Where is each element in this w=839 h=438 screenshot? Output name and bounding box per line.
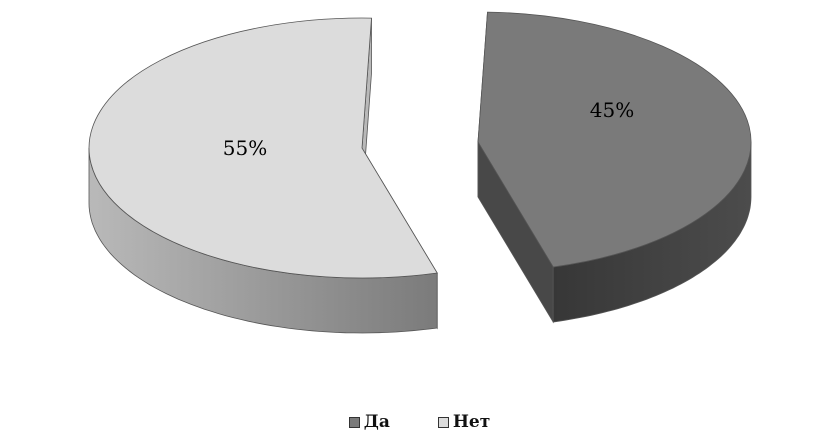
slice-da: 45% bbox=[477, 11, 752, 324]
legend-swatch-net bbox=[437, 416, 449, 428]
slice-da-label: 45% bbox=[590, 98, 634, 122]
slice-net: 55% bbox=[88, 17, 438, 334]
legend-swatch-da bbox=[348, 416, 360, 428]
slice-net-label: 55% bbox=[223, 136, 267, 160]
slice-da-top bbox=[477, 11, 752, 268]
legend-label-net: Нет bbox=[452, 412, 491, 432]
slice-net-top bbox=[88, 17, 438, 279]
legend: Да Нет bbox=[0, 412, 839, 432]
legend-item-da: Да bbox=[348, 412, 390, 432]
legend-label-da: Да bbox=[363, 412, 390, 432]
legend-item-net: Нет bbox=[437, 412, 491, 432]
